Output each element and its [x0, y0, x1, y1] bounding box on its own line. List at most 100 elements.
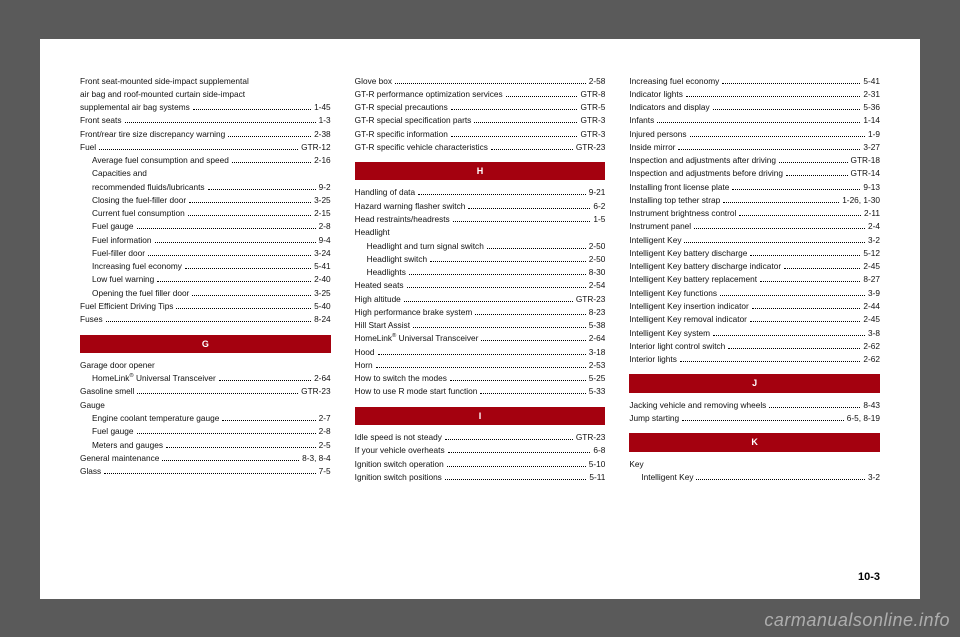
index-entry-label: Horn [355, 359, 373, 372]
index-entry-label: Fuel gauge [92, 220, 134, 233]
index-entry: Instrument panel2-4 [629, 220, 880, 233]
index-entry-page: 3-27 [863, 141, 880, 154]
index-entry: Meters and gauges2-5 [80, 439, 331, 452]
leader-dots [162, 455, 299, 461]
index-entry-page: 2-7 [319, 412, 331, 425]
leader-dots [157, 277, 311, 283]
leader-dots [413, 322, 586, 328]
index-entry: Hood3-18 [355, 346, 606, 359]
index-entry: Front seats1-3 [80, 114, 331, 127]
leader-dots [137, 428, 316, 434]
index-entry: Indicator lights2-31 [629, 88, 880, 101]
index-entry-label: Closing the fuel-filler door [92, 194, 186, 207]
index-entry-label: HomeLink® Universal Transceiver [92, 372, 216, 385]
index-entry-label: GT-R special specification parts [355, 114, 472, 127]
index-entry: Hazard warning flasher switch6-2 [355, 200, 606, 213]
index-entry: Intelligent Key3-2 [629, 234, 880, 247]
leader-dots [474, 118, 577, 124]
index-entry-page: 8-24 [314, 313, 331, 326]
leader-dots [407, 283, 586, 289]
index-entry: Front/rear tire size discrepancy warning… [80, 128, 331, 141]
index-entry-label: Increasing fuel economy [629, 75, 719, 88]
index-entry: Fuel gauge2-8 [80, 220, 331, 233]
index-entry-page: 7-5 [319, 465, 331, 478]
index-entry-page: 3-25 [314, 194, 331, 207]
leader-dots [678, 144, 860, 150]
index-entry: Heated seats2-54 [355, 279, 606, 292]
index-entry: Glass7-5 [80, 465, 331, 478]
index-entry-page: 1-9 [868, 128, 880, 141]
leader-dots [232, 157, 311, 163]
index-entry-label: Opening the fuel filler door [92, 287, 189, 300]
leader-dots [713, 104, 861, 110]
leader-dots [166, 442, 316, 448]
index-entry-label: Intelligent Key functions [629, 287, 717, 300]
index-entry: Installing top tether strap1-26, 1-30 [629, 194, 880, 207]
index-entry-label: Intelligent Key battery replacement [629, 273, 757, 286]
section-header: I [355, 407, 606, 425]
leader-dots [750, 316, 860, 322]
leader-dots [739, 210, 861, 216]
index-entry: Closing the fuel-filler door 3-25 [80, 194, 331, 207]
index-entry-label: Idle speed is not steady [355, 431, 442, 444]
index-entry-label: General maintenance [80, 452, 159, 465]
watermark: carmanualsonline.info [764, 610, 950, 631]
index-entry-page: 3-9 [868, 287, 880, 300]
leader-dots [728, 343, 860, 349]
leader-dots [657, 118, 860, 124]
index-entry-page: 1-45 [314, 101, 331, 114]
index-entry-page: 2-53 [589, 359, 606, 372]
index-entry-page: GTR-8 [580, 88, 605, 101]
index-entry-page: 2-50 [589, 240, 606, 253]
leader-dots [418, 190, 586, 196]
index-entry-page: 2-5 [319, 439, 331, 452]
index-entry-label: Ignition switch positions [355, 471, 442, 484]
index-entry: Headlights8-30 [355, 266, 606, 279]
index-entry-label: High altitude [355, 293, 401, 306]
leader-dots [732, 184, 860, 190]
index-entry-label: GT-R specific information [355, 128, 448, 141]
leader-dots [680, 356, 861, 362]
index-entry-label: Intelligent Key system [629, 327, 710, 340]
index-entry: recommended fluids/lubricants9-2 [80, 181, 331, 194]
index-entry-page: 6-8 [593, 444, 605, 457]
leader-dots [208, 184, 316, 190]
index-entry-label: How to use R mode start function [355, 385, 478, 398]
leader-dots [189, 197, 311, 203]
leader-dots [720, 290, 865, 296]
index-page: Front seat-mounted side-impact supplemen… [40, 39, 920, 599]
index-entry-label: Heated seats [355, 279, 404, 292]
leader-dots [752, 303, 861, 309]
index-entry: Intelligent Key functions 3-9 [629, 287, 880, 300]
index-entry-label: Headlight switch [367, 253, 427, 266]
index-entry-label: recommended fluids/lubricants [92, 181, 205, 194]
index-entry: Increasing fuel economy5-41 [80, 260, 331, 273]
index-entry: Installing front license plate9-13 [629, 181, 880, 194]
index-entry-label: Headlights [367, 266, 406, 279]
leader-dots [228, 131, 311, 137]
index-text: Key [629, 458, 880, 471]
index-entry-label: Indicator lights [629, 88, 683, 101]
index-entry-page: 2-62 [863, 353, 880, 366]
index-entry: High performance brake system8-23 [355, 306, 606, 319]
index-entry-label: Installing front license plate [629, 181, 729, 194]
index-entry: Hill Start Assist5-38 [355, 319, 606, 332]
index-entry-page: GTR-3 [580, 114, 605, 127]
index-entry-label: Interior light control switch [629, 340, 725, 353]
index-entry-page: GTR-23 [576, 293, 606, 306]
index-entry-page: GTR-3 [580, 128, 605, 141]
index-entry-page: 5-33 [589, 385, 606, 398]
index-entry: GT-R performance optimization servicesGT… [355, 88, 606, 101]
index-entry-page: GTR-23 [576, 141, 606, 154]
leader-dots [192, 290, 311, 296]
index-entry: Fuel-filler door3-24 [80, 247, 331, 260]
index-entry-page: 3-8 [868, 327, 880, 340]
index-entry: Glove box2-58 [355, 75, 606, 88]
index-entry-label: Hill Start Assist [355, 319, 410, 332]
leader-dots [447, 461, 586, 467]
index-entry-page: GTR-5 [580, 101, 605, 114]
page-number: 10-3 [858, 571, 880, 583]
leader-dots [451, 131, 578, 137]
index-entry-page: 5-40 [314, 300, 331, 313]
index-entry: HomeLink® Universal Transceiver2-64 [80, 372, 331, 385]
